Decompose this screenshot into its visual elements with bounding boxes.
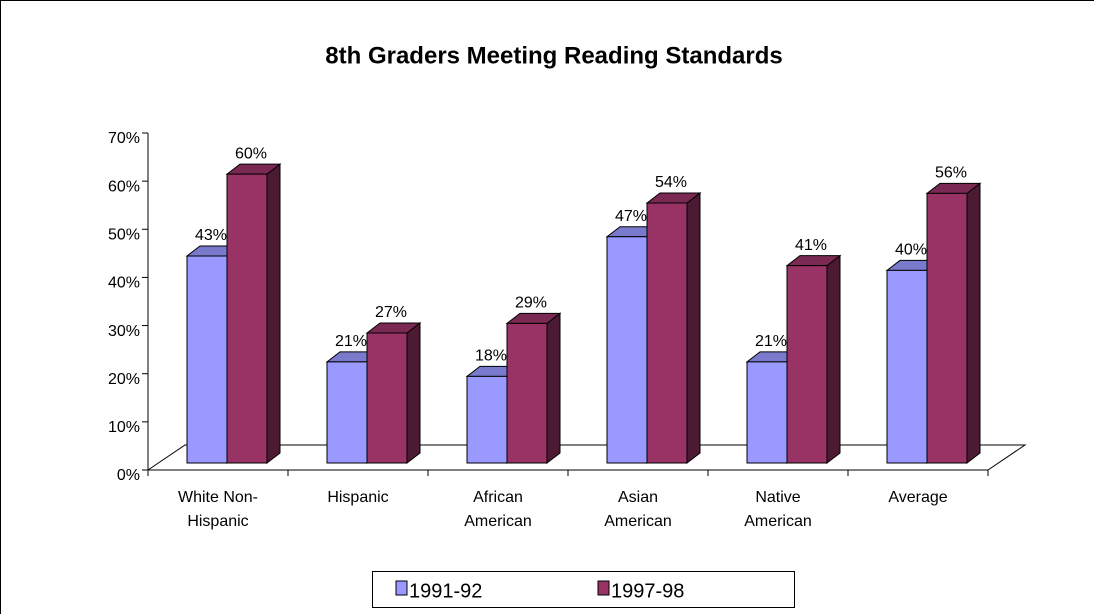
bar-face [606,236,648,464]
bar-face [966,182,981,465]
bar-face [266,163,281,465]
bar [645,192,702,465]
y-tick-label: 30% [108,323,140,340]
data-label: 47% [615,208,647,225]
bar-face [546,312,561,465]
data-label: 40% [895,242,927,259]
legend-swatch [395,580,408,596]
bar-face [746,361,788,464]
bar-face [826,254,841,465]
data-label: 29% [515,295,547,312]
bar-face [186,255,228,464]
legend-swatch [597,580,610,596]
legend-label: 1991-92 [409,580,482,602]
bar-face [686,192,701,465]
x-tick-label: White Non- Hispanic [177,489,259,530]
bar [505,312,562,465]
y-tick-label: 40% [108,275,140,292]
data-label: 41% [795,237,827,254]
y-tick-label: 70% [108,130,140,147]
data-label: 54% [655,174,687,191]
bar [785,254,842,465]
legend-label: 1997-98 [611,580,684,602]
chart-title: 8th Graders Meeting Reading Standards [325,42,782,69]
bar-face [786,265,828,464]
data-label: 18% [475,348,507,365]
bar-face [646,202,688,464]
bar [925,182,982,465]
y-tick-label: 0% [117,467,140,484]
data-label: 60% [235,145,267,162]
data-label: 43% [195,227,227,244]
data-label: 21% [755,333,787,350]
x-tick-label: African American [464,489,532,530]
bar-face [926,192,968,464]
bar-face [886,269,928,464]
y-tick-label: 20% [108,371,140,388]
bar-face [406,321,421,465]
bar-face [366,332,408,464]
bar-face [506,322,548,464]
x-tick-label: Asian American [604,489,672,530]
data-label: 21% [335,333,367,350]
data-label: 27% [375,304,407,321]
x-tick-label: Average [888,489,948,506]
bar-face [466,375,508,464]
y-tick-label: 60% [108,178,140,195]
x-tick-label: Native American [744,489,812,530]
bar-face [226,173,268,464]
bar-face [326,361,368,464]
bar [365,321,422,465]
x-tick-label: Hispanic [327,489,389,506]
data-label: 56% [935,165,967,182]
y-tick-label: 10% [108,419,140,436]
legend-box [372,571,795,608]
y-tick-label: 50% [108,227,140,244]
bar [225,163,282,465]
